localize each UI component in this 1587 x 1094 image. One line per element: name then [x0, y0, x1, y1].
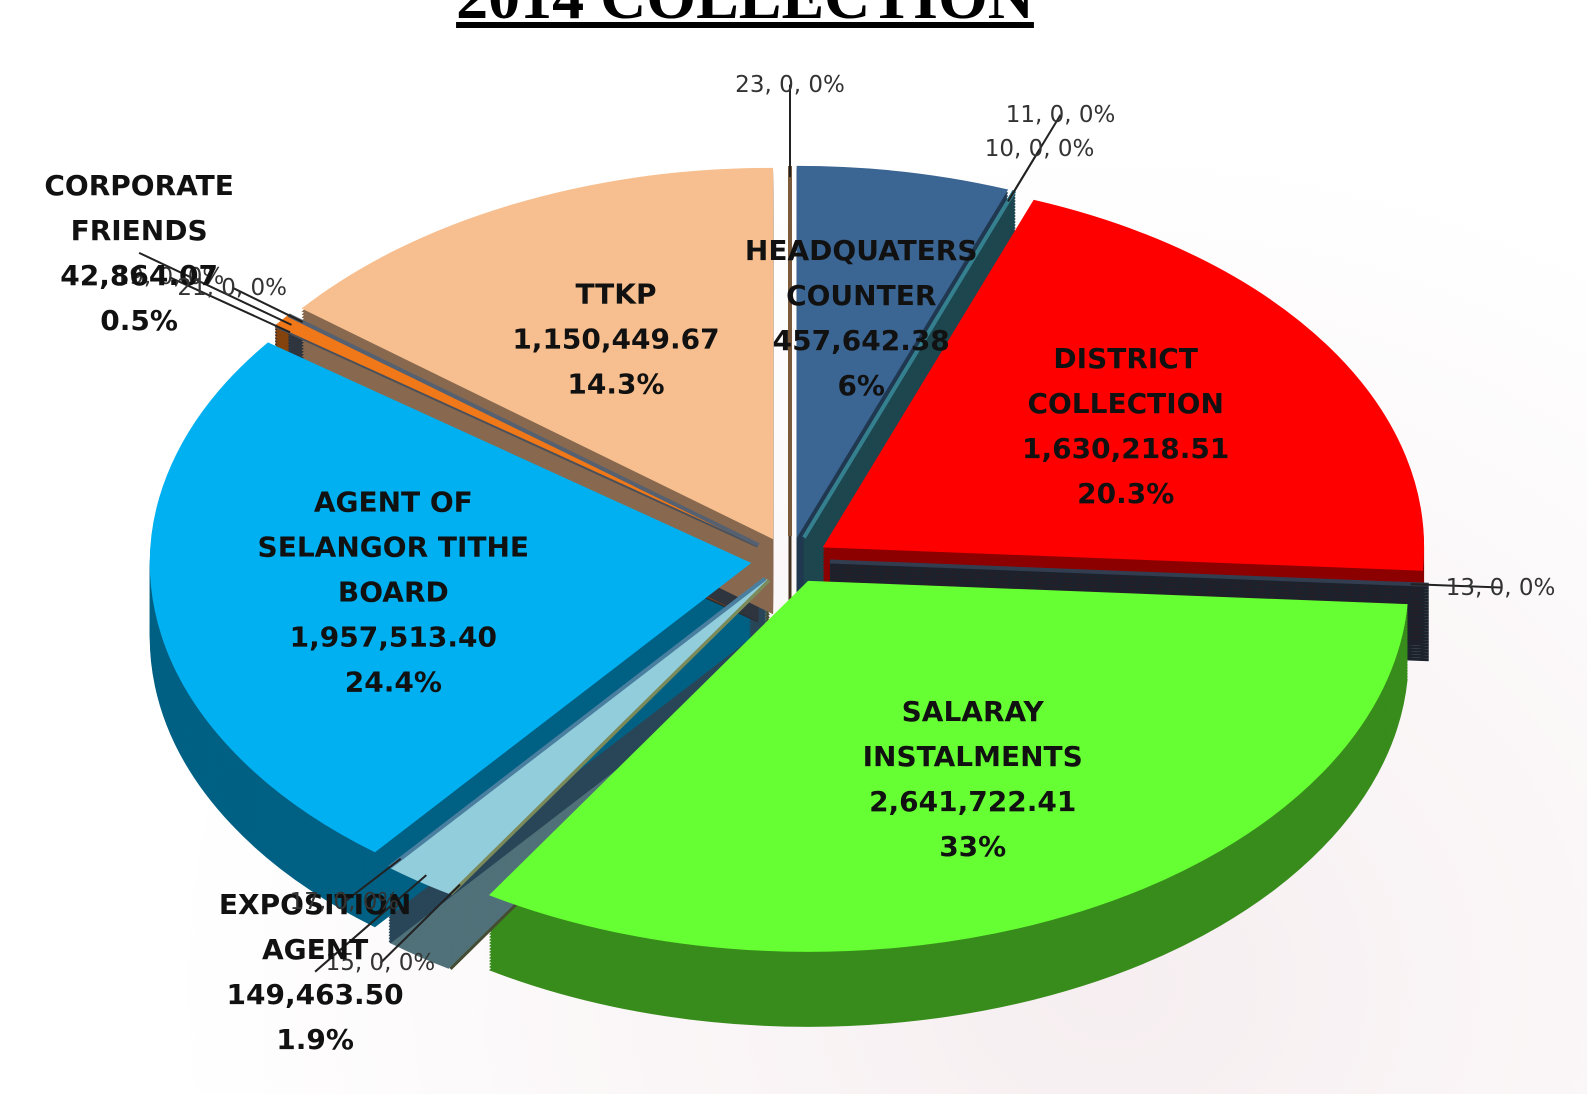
zero-slice-label: 10, 0, 0%	[984, 136, 1095, 163]
leader-line	[314, 874, 427, 973]
slice-side	[802, 199, 1016, 548]
leader-line	[169, 276, 291, 334]
slice-value: 457,642.38	[772, 323, 950, 357]
slice-name: CORPORATE FRIENDS	[44, 168, 234, 247]
slice-name: TTKP	[575, 277, 657, 310]
slice-side	[802, 214, 1016, 563]
slice-side	[802, 211, 1016, 560]
slice-side	[829, 569, 1429, 596]
slice-value: 42,864.07	[60, 258, 218, 292]
slice-side	[829, 575, 1429, 602]
slice-side	[829, 572, 1429, 599]
slice-side	[802, 208, 1016, 557]
leader-line	[138, 251, 292, 326]
zero-slice-label: 23, 0, 0%	[735, 71, 845, 98]
slice-percent: 6%	[837, 368, 885, 402]
slice-label: SALARAY INSTALMENTS 2,641,722.41 33%	[823, 689, 1123, 869]
slice-name: DISTRICT COLLECTION	[1027, 342, 1224, 421]
slice	[449, 578, 771, 896]
slice-side	[802, 202, 1016, 551]
slice-percent: 14.3%	[567, 367, 665, 400]
slice	[802, 189, 1017, 539]
slice-name: HEADQUATERS COUNTER	[744, 233, 978, 312]
slice	[287, 313, 760, 547]
leader-line	[379, 883, 461, 964]
slice-side	[802, 205, 1016, 554]
slice-label: HEADQUATERS COUNTER 457,642.38 6%	[711, 228, 1011, 408]
slice-value: 1,957,513.40	[289, 620, 497, 654]
leader-line	[1410, 583, 1501, 589]
slice-value: 1,630,218.51	[1022, 432, 1230, 466]
slice	[822, 199, 1425, 571]
slice-side	[802, 196, 1016, 545]
slice	[489, 580, 1408, 952]
slice-side	[829, 566, 1429, 593]
zero-slice-label: 13, 0, 0%	[1445, 574, 1556, 601]
slice-name: SALARAY INSTALMENTS	[862, 694, 1083, 773]
slice-name: EXPOSITION AGENT	[218, 887, 412, 966]
slice-side	[829, 563, 1429, 590]
slice	[301, 167, 774, 540]
leader-line	[343, 857, 402, 903]
slice-value: 2,641,722.41	[869, 784, 1077, 818]
slice	[388, 577, 767, 869]
zero-slice-label: 19, 0, 0%	[114, 264, 225, 291]
slice-label: CORPORATE FRIENDS 42,864.07 0.5%	[0, 163, 289, 343]
slice-side	[802, 217, 1016, 566]
slice-side	[802, 223, 1016, 572]
leader-line	[231, 286, 304, 323]
slice-label: EXPOSITION AGENT 149,463.50 1.9%	[165, 882, 465, 1062]
slice-value: 1,150,449.67	[512, 322, 720, 355]
slice-name: AGENT OF SELANGOR TITHE BOARD	[257, 485, 530, 609]
slice-percent: 33%	[939, 829, 1007, 863]
slice-side	[802, 229, 1016, 578]
slice-value: 149,463.50	[226, 977, 404, 1011]
slice-percent: 20.3%	[1077, 477, 1175, 511]
slice-side	[802, 226, 1016, 575]
zero-slice-label: 11, 0, 0%	[1005, 101, 1116, 128]
slice-percent: 1.9%	[276, 1022, 354, 1056]
slice-label: DISTRICT COLLECTION 1,630,218.51 20.3%	[976, 336, 1276, 516]
slice-percent: 0.5%	[100, 303, 178, 337]
leader-line	[1007, 114, 1062, 202]
zero-slice-label: 21, 0, 0%	[177, 274, 287, 301]
zero-slice-label: 17, 0, 0%	[289, 888, 400, 915]
slice-side	[829, 578, 1429, 605]
slice	[149, 342, 752, 853]
slice-percent: 24.4%	[344, 665, 442, 699]
zero-slice-label: 15, 0, 0%	[325, 949, 436, 976]
slice-label: TTKP 1,150,449.67 14.3%	[466, 271, 766, 406]
slice-side	[802, 220, 1016, 569]
chart-title: 2014 COLLECTION	[456, 0, 1034, 34]
slice	[796, 165, 1009, 539]
slice-label: AGENT OF SELANGOR TITHE BOARD 1,957,513.4…	[243, 479, 543, 704]
slice	[829, 559, 1429, 587]
